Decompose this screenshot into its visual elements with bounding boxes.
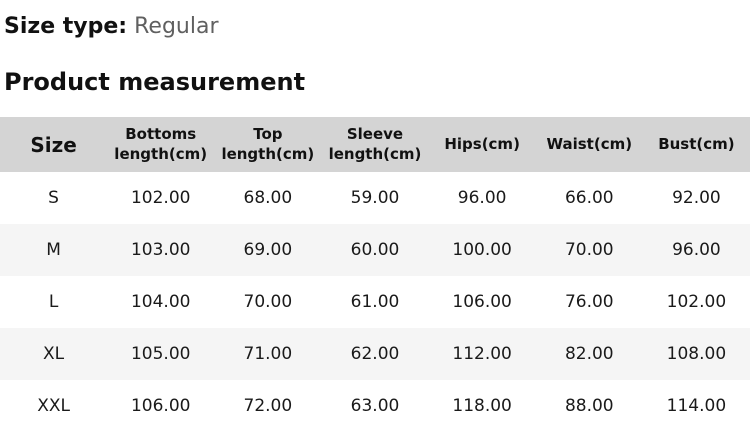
value-cell: 96.00 (428, 172, 536, 224)
size-cell: XL (0, 328, 108, 380)
value-cell: 114.00 (642, 380, 750, 432)
value-cell: 61.00 (321, 276, 429, 328)
header-size: Size (0, 117, 108, 172)
value-cell: 82.00 (535, 328, 643, 380)
value-cell: 69.00 (214, 224, 322, 276)
value-cell: 102.00 (107, 172, 215, 224)
header-waist: Waist(cm) (535, 117, 643, 172)
size-cell: XXL (0, 380, 108, 432)
value-cell: 88.00 (535, 380, 643, 432)
header-sleeve-length: Sleeve length(cm) (321, 117, 429, 172)
value-cell: 100.00 (428, 224, 536, 276)
value-cell: 106.00 (107, 380, 215, 432)
value-cell: 63.00 (321, 380, 429, 432)
value-cell: 104.00 (107, 276, 215, 328)
table-row-xxl: XXL 106.00 72.00 63.00 118.00 88.00 114.… (0, 380, 750, 432)
size-type-line: Size type: Regular (4, 14, 750, 40)
size-type-value: Regular (134, 14, 219, 39)
header-bust: Bust(cm) (642, 117, 750, 172)
value-cell: 105.00 (107, 328, 215, 380)
size-type-label: Size type: (4, 14, 128, 39)
table-row-m: M 103.00 69.00 60.00 100.00 70.00 96.00 (0, 224, 750, 276)
value-cell: 112.00 (428, 328, 536, 380)
table-row-s: S 102.00 68.00 59.00 96.00 66.00 92.00 (0, 172, 750, 224)
value-cell: 70.00 (214, 276, 322, 328)
measurement-table: Size Bottoms length(cm) Top length(cm) S… (0, 117, 750, 432)
value-cell: 102.00 (642, 276, 750, 328)
value-cell: 66.00 (535, 172, 643, 224)
value-cell: 71.00 (214, 328, 322, 380)
size-cell: S (0, 172, 108, 224)
value-cell: 103.00 (107, 224, 215, 276)
value-cell: 96.00 (642, 224, 750, 276)
value-cell: 76.00 (535, 276, 643, 328)
table-header-row: Size Bottoms length(cm) Top length(cm) S… (0, 117, 750, 172)
value-cell: 92.00 (642, 172, 750, 224)
value-cell: 70.00 (535, 224, 643, 276)
value-cell: 118.00 (428, 380, 536, 432)
value-cell: 72.00 (214, 380, 322, 432)
header-bottoms-length: Bottoms length(cm) (107, 117, 215, 172)
value-cell: 62.00 (321, 328, 429, 380)
value-cell: 108.00 (642, 328, 750, 380)
value-cell: 59.00 (321, 172, 429, 224)
table-row-l: L 104.00 70.00 61.00 106.00 76.00 102.00 (0, 276, 750, 328)
value-cell: 60.00 (321, 224, 429, 276)
section-title: Product measurement (4, 68, 306, 96)
size-cell: M (0, 224, 108, 276)
size-cell: L (0, 276, 108, 328)
value-cell: 68.00 (214, 172, 322, 224)
value-cell: 106.00 (428, 276, 536, 328)
header-hips: Hips(cm) (428, 117, 536, 172)
table-row-xl: XL 105.00 71.00 62.00 112.00 82.00 108.0… (0, 328, 750, 380)
header-top-length: Top length(cm) (214, 117, 322, 172)
